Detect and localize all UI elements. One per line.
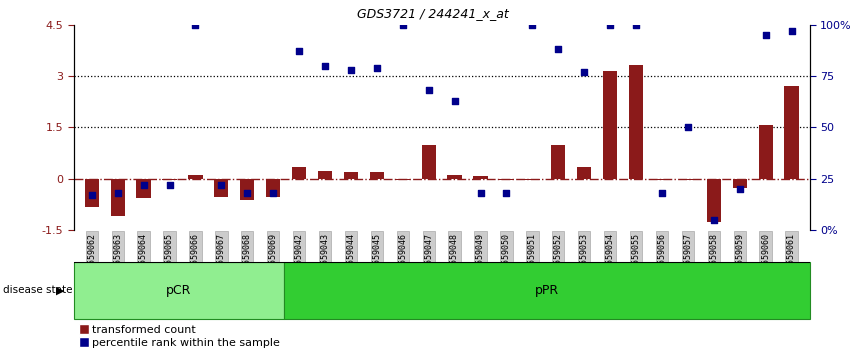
Point <box>137 182 151 188</box>
Point <box>629 22 643 28</box>
Bar <box>266 179 281 196</box>
Bar <box>74 262 284 319</box>
Bar <box>500 179 514 180</box>
Point <box>707 217 721 223</box>
Point <box>526 22 540 28</box>
Point <box>422 88 436 93</box>
Point <box>733 186 746 192</box>
Bar <box>292 167 307 179</box>
Point <box>759 32 772 38</box>
Point <box>604 22 617 28</box>
Bar <box>422 144 436 179</box>
Text: disease state: disease state <box>3 285 72 295</box>
Point <box>163 182 177 188</box>
Point <box>448 98 462 104</box>
Point <box>111 190 125 196</box>
Point <box>681 125 695 130</box>
Bar <box>577 167 591 179</box>
Bar <box>707 179 721 222</box>
Text: pPR: pPR <box>534 284 559 297</box>
Bar <box>551 144 565 179</box>
Point <box>85 192 99 198</box>
Bar <box>111 179 125 216</box>
Bar <box>240 179 255 200</box>
Point <box>241 190 255 196</box>
Bar <box>370 172 384 179</box>
Bar <box>603 71 617 179</box>
Point <box>578 69 591 75</box>
Bar <box>526 179 540 180</box>
Bar <box>759 125 772 179</box>
Point <box>500 190 514 196</box>
Point <box>552 47 565 52</box>
Bar <box>785 86 798 179</box>
Point <box>215 182 229 188</box>
Bar <box>448 175 462 179</box>
Point <box>655 190 669 196</box>
Bar <box>655 179 669 181</box>
Bar <box>733 179 746 188</box>
Bar <box>284 262 810 319</box>
Bar <box>163 179 177 181</box>
Bar <box>396 179 410 180</box>
Bar <box>474 176 488 179</box>
Bar <box>214 179 229 196</box>
Text: pCR: pCR <box>166 284 191 297</box>
Bar <box>85 179 99 207</box>
Point <box>344 67 358 73</box>
Bar <box>188 175 203 179</box>
Point <box>318 63 332 69</box>
Text: GDS3721 / 244241_x_at: GDS3721 / 244241_x_at <box>357 7 509 20</box>
Bar <box>137 179 151 198</box>
Bar <box>629 65 643 179</box>
Legend: transformed count, percentile rank within the sample: transformed count, percentile rank withi… <box>79 325 281 348</box>
Point <box>370 65 384 71</box>
Point <box>396 22 410 28</box>
Point <box>266 190 280 196</box>
Point <box>785 28 798 34</box>
Bar <box>681 179 695 181</box>
Point <box>474 190 488 196</box>
Bar <box>344 172 358 179</box>
Point <box>189 22 203 28</box>
Text: ▶: ▶ <box>56 285 65 295</box>
Point <box>292 48 306 54</box>
Bar <box>318 171 333 179</box>
